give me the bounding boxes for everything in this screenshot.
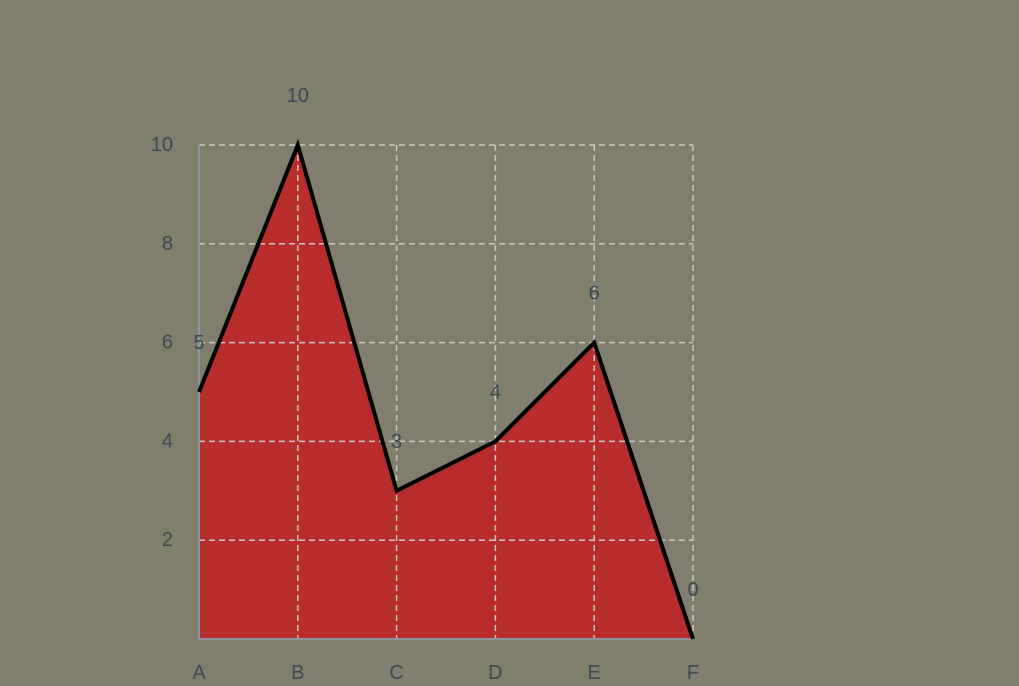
series-line: [197, 138, 695, 640]
data-label: 0: [687, 579, 698, 601]
data-label: 6: [589, 283, 600, 305]
y-tick-label: 6: [162, 332, 173, 354]
y-tick-label: 4: [162, 430, 173, 452]
x-tick-label: A: [192, 662, 206, 684]
y-tick-label: 2: [162, 529, 173, 551]
x-tick-label: C: [389, 662, 403, 684]
x-tick-label: D: [488, 662, 502, 684]
data-label: 4: [490, 381, 501, 403]
data-label: 3: [391, 431, 402, 453]
x-tick-label: B: [291, 662, 304, 684]
x-tick-label: F: [687, 662, 699, 684]
x-tick-label: E: [588, 662, 601, 684]
y-tick-label: 10: [151, 134, 173, 156]
y-tick-label: 8: [162, 233, 173, 255]
data-label: 5: [193, 332, 204, 354]
data-label: 10: [287, 85, 309, 107]
area-fill: [199, 145, 693, 639]
